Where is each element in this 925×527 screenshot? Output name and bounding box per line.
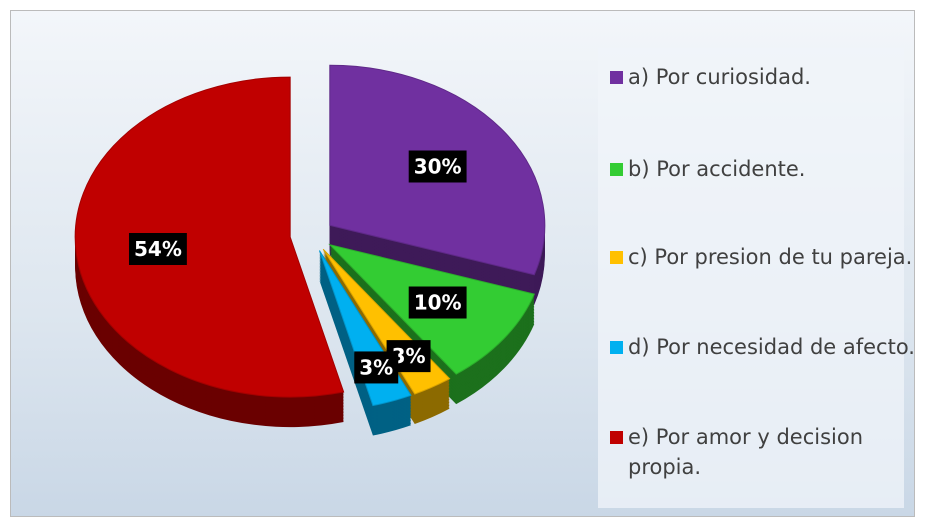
legend-label: b) Por accidente. [628,157,806,181]
data-label-text: 10% [414,291,462,315]
legend-item: a) Por curiosidad. [610,62,918,92]
legend-item: b) Por accidente. [610,154,918,184]
legend-item: c) Por presion de tu pareja. [610,242,918,272]
legend-swatch [610,163,623,176]
data-label-text: 30% [414,154,462,178]
data-label-text: 54% [134,237,182,261]
data-label-box [408,286,467,319]
legend-swatch [610,251,623,264]
legend-label: a) Por curiosidad. [628,65,811,89]
legend-swatch [610,431,623,444]
data-label: 3% [354,351,399,384]
data-label-box [354,351,399,384]
data-label: 30% [408,150,467,183]
data-label: 10% [408,286,467,319]
slice [74,76,345,398]
data-label-text: 3% [359,355,393,379]
data-label-box [128,233,187,266]
legend-label: d) Por necesidad de afecto. [628,335,915,359]
legend-item: e) Por amor y decision propia. [610,422,918,482]
legend-label: e) Por amor y decision propia. [628,425,864,479]
data-label-box [408,150,467,183]
legend-label: c) Por presion de tu pareja. [628,245,913,269]
legend-swatch [610,341,623,354]
legend-item: d) Por necesidad de afecto. [610,332,918,362]
legend-swatch [610,71,623,84]
data-label: 54% [128,233,187,266]
legend: a) Por curiosidad. b) Por accidente. c) Po… [598,48,915,508]
